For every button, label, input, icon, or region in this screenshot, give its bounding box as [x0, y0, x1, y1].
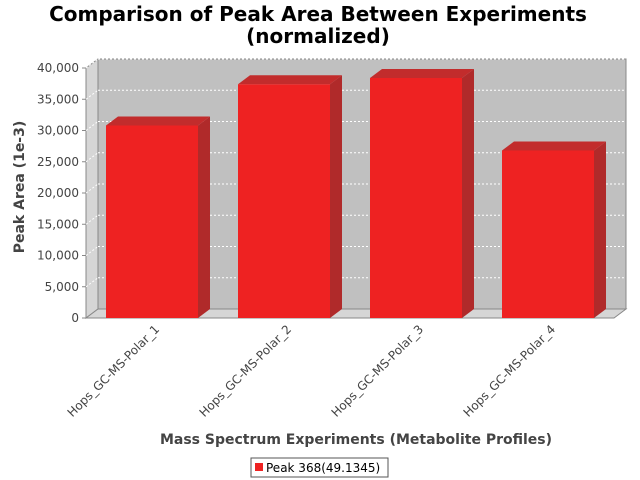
y-tick-label: 25,000	[37, 155, 79, 169]
x-tick-label: Hops_GC-MS-Polar_1	[65, 322, 163, 420]
gridline-side	[85, 58, 99, 69]
legend-swatch	[255, 463, 263, 471]
chart-title-line1: Comparison of Peak Area Between Experime…	[49, 2, 587, 26]
y-tick-label: 15,000	[37, 217, 79, 231]
bar-front	[502, 150, 594, 318]
bar	[502, 141, 606, 318]
bar-top	[502, 141, 606, 151]
gridline-side	[85, 246, 99, 256]
bar-side	[198, 116, 210, 318]
gridline-side	[85, 152, 99, 163]
bar-front	[370, 78, 462, 318]
x-tick-label: Hops_GC-MS-Polar_4	[461, 322, 559, 420]
bar	[238, 75, 342, 318]
x-tick-label: Hops_GC-MS-Polar_2	[197, 322, 295, 420]
chart-title-line2: (normalized)	[246, 24, 390, 48]
x-tick-label: Hops_GC-MS-Polar_3	[329, 322, 427, 420]
y-tick-label: 30,000	[37, 124, 79, 138]
gridline-side	[85, 214, 99, 225]
x-axis-ticks: Hops_GC-MS-Polar_1 Hops_GC-MS-Polar_2 Hops…	[65, 322, 559, 420]
y-tick-label: 35,000	[37, 92, 79, 106]
bars	[106, 69, 606, 318]
bar	[106, 116, 210, 318]
gridline-side	[85, 277, 99, 288]
legend: Peak 368(49.1345)	[250, 457, 389, 478]
legend-box	[250, 457, 389, 478]
gridline-side	[85, 183, 99, 194]
y-axis-label: Peak Area (1e-3)	[12, 121, 28, 254]
bar-side	[462, 69, 474, 318]
legend-label: Peak 368(49.1345)	[266, 461, 380, 475]
gridline-side	[85, 89, 99, 100]
y-tick-label: 5,000	[45, 280, 79, 294]
bar-top	[106, 116, 210, 126]
y-tick-label: 40,000	[37, 61, 79, 75]
gridline-side	[85, 121, 99, 131]
y-axis-ticks: 0 5,000 10,000 15,000 20,000 25,000 30,000 35,0…	[37, 61, 86, 325]
bar	[370, 69, 474, 318]
bar-side	[594, 141, 606, 318]
bar-top	[238, 75, 342, 85]
bar-side	[330, 75, 342, 318]
bar-top	[370, 69, 474, 78]
y-tick-label: 10,000	[37, 249, 79, 263]
y-tick-label: 0	[71, 311, 79, 325]
bar-front	[106, 125, 198, 318]
x-axis-label: Mass Spectrum Experiments (Metabolite Pr…	[160, 432, 552, 448]
y-tick-label: 20,000	[37, 186, 79, 200]
bar-front	[238, 84, 330, 318]
